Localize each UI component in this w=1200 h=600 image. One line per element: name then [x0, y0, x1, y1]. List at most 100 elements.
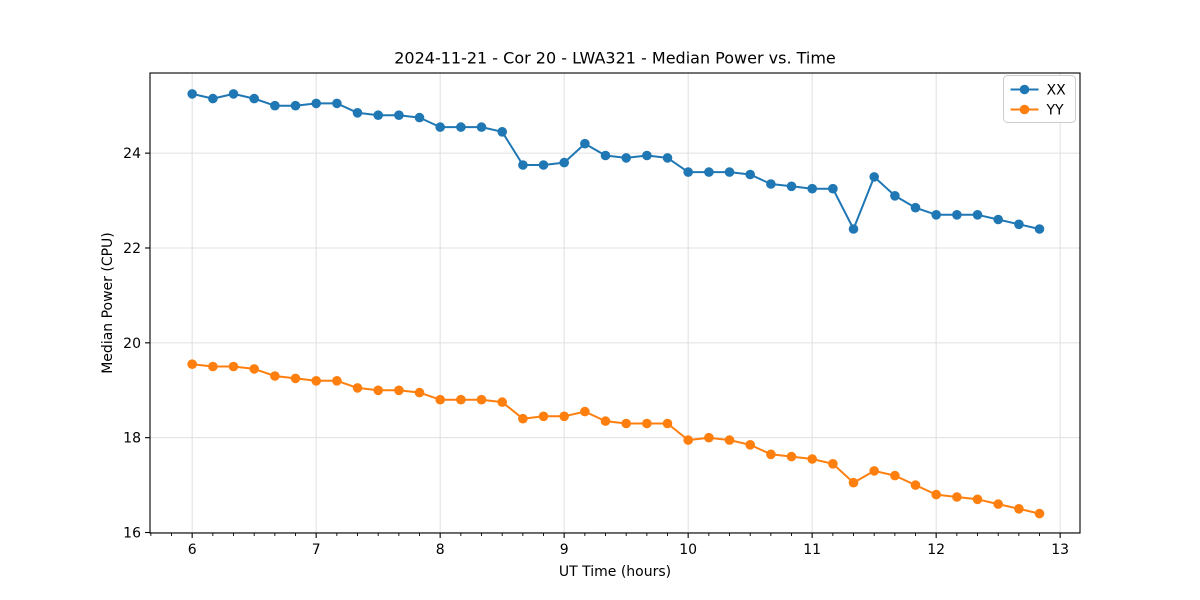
- data-point-XX: [414, 112, 425, 123]
- data-point-YY: [394, 385, 404, 396]
- data-point-XX: [662, 153, 673, 163]
- data-point-XX: [249, 93, 259, 104]
- data-point-YY: [270, 371, 280, 381]
- data-point-YY: [559, 411, 569, 422]
- data-point-YY: [311, 376, 322, 386]
- data-point-XX: [1014, 219, 1024, 230]
- data-point-XX: [1034, 224, 1045, 234]
- x-tick-label: 7: [312, 542, 321, 558]
- data-point-YY: [724, 435, 735, 445]
- data-point-XX: [828, 183, 838, 194]
- y-tick-label: 20: [123, 336, 141, 352]
- data-point-YY: [972, 494, 983, 505]
- data-point-XX: [600, 150, 611, 161]
- data-point-YY: [435, 394, 446, 405]
- data-point-XX: [270, 100, 280, 111]
- data-point-YY: [869, 466, 879, 476]
- data-point-YY: [1014, 504, 1024, 514]
- data-point-XX: [910, 202, 921, 213]
- axes-spines: [149, 72, 1081, 534]
- data-point-XX: [704, 167, 714, 177]
- data-point-XX: [807, 183, 817, 194]
- data-point-YY: [476, 394, 487, 405]
- data-point-XX: [848, 224, 859, 234]
- chart-title: 2024-11-21 - Cor 20 - LWA321 - Median Po…: [394, 48, 836, 68]
- data-point-YY: [766, 449, 776, 460]
- y-axis-label: Median Power (CPU): [100, 232, 116, 374]
- legend-marker-XX: [1019, 84, 1030, 95]
- data-point-XX: [518, 160, 528, 170]
- data-point-XX: [456, 122, 466, 132]
- legend-marker-YY: [1019, 104, 1030, 115]
- data-point-YY: [518, 413, 528, 424]
- data-point-XX: [972, 210, 983, 220]
- data-point-XX: [642, 150, 652, 161]
- data-point-YY: [662, 418, 673, 429]
- data-point-YY: [538, 411, 549, 422]
- data-point-XX: [683, 167, 693, 177]
- x-tick-label: 9: [560, 542, 569, 558]
- data-point-XX: [311, 98, 322, 109]
- data-point-XX: [208, 93, 218, 104]
- series-line-YY: [191, 363, 1041, 515]
- data-point-XX: [352, 108, 363, 118]
- y-tick-label: 24: [123, 146, 141, 162]
- x-tick-label: 8: [436, 542, 445, 558]
- data-point-YY: [497, 397, 508, 407]
- data-point-YY: [600, 416, 611, 426]
- data-point-YY: [993, 499, 1003, 509]
- data-point-YY: [642, 418, 652, 429]
- data-point-YY: [745, 440, 755, 450]
- data-point-XX: [993, 214, 1003, 225]
- data-point-XX: [559, 157, 569, 168]
- data-point-XX: [538, 160, 549, 170]
- data-point-YY: [828, 459, 838, 469]
- data-point-YY: [352, 383, 363, 393]
- data-point-YY: [786, 451, 797, 462]
- data-point-XX: [766, 179, 776, 189]
- legend-item-label: XX: [1047, 83, 1067, 99]
- data-point-XX: [931, 210, 941, 220]
- data-point-YY: [373, 385, 384, 396]
- data-point-YY: [931, 489, 941, 500]
- data-point-YY: [249, 364, 259, 374]
- data-point-XX: [435, 122, 446, 132]
- x-axis-label: UT Time (hours): [558, 564, 672, 580]
- data-point-YY: [228, 361, 239, 372]
- data-point-YY: [807, 454, 817, 464]
- data-point-XX: [580, 138, 590, 149]
- y-tick-label: 18: [123, 431, 141, 447]
- data-point-XX: [497, 127, 508, 137]
- x-tick-label: 13: [1051, 542, 1069, 558]
- data-point-XX: [869, 172, 879, 182]
- data-point-YY: [683, 435, 693, 445]
- data-point-XX: [952, 210, 962, 220]
- data-point-YY: [208, 361, 218, 372]
- data-point-YY: [890, 470, 900, 481]
- data-point-XX: [786, 181, 797, 192]
- data-point-XX: [228, 89, 239, 99]
- y-tick-label: 16: [123, 526, 141, 542]
- data-point-XX: [745, 169, 755, 180]
- y-tick-label: 22: [123, 241, 141, 257]
- data-point-XX: [890, 191, 900, 201]
- data-point-YY: [848, 477, 859, 488]
- data-point-XX: [373, 110, 384, 120]
- data-point-XX: [621, 153, 631, 163]
- x-tick-label: 11: [803, 542, 821, 558]
- x-tick-label: 10: [679, 542, 697, 558]
- data-point-YY: [1034, 508, 1045, 519]
- data-point-YY: [187, 359, 197, 370]
- data-point-YY: [290, 373, 301, 384]
- data-point-YY: [580, 406, 590, 417]
- data-point-XX: [724, 167, 735, 177]
- data-point-YY: [704, 432, 714, 443]
- data-point-XX: [187, 89, 197, 99]
- legend-item-label: YY: [1046, 103, 1065, 119]
- data-point-XX: [290, 100, 301, 111]
- data-point-XX: [394, 110, 404, 120]
- data-point-YY: [910, 480, 921, 490]
- data-point-XX: [332, 98, 342, 109]
